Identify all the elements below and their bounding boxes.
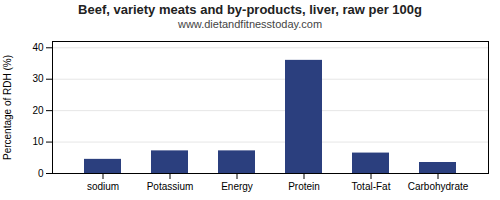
svg-text:Percentage of RDH (%): Percentage of RDH (%) <box>2 55 13 160</box>
svg-text:0: 0 <box>38 168 44 179</box>
html-text:Beef, variety meats and by-pro: Beef, variety meats and by-products, liv… <box>78 2 422 17</box>
svg-text:Energy: Energy <box>221 181 253 192</box>
svg-text:20: 20 <box>32 105 44 116</box>
svg-text:30: 30 <box>32 73 44 84</box>
svg-text:40: 40 <box>32 42 44 53</box>
svg-text:10: 10 <box>32 136 44 147</box>
svg-text:Carbohydrate: Carbohydrate <box>408 181 469 192</box>
svg-text:Protein: Protein <box>288 181 320 192</box>
svg-text:sodium: sodium <box>87 181 119 192</box>
html-text:www.dietandfitnesstoday.com: www.dietandfitnesstoday.com <box>178 18 322 30</box>
svg-text:Potassium: Potassium <box>147 181 194 192</box>
svg-text:Total-Fat: Total-Fat <box>352 181 391 192</box>
